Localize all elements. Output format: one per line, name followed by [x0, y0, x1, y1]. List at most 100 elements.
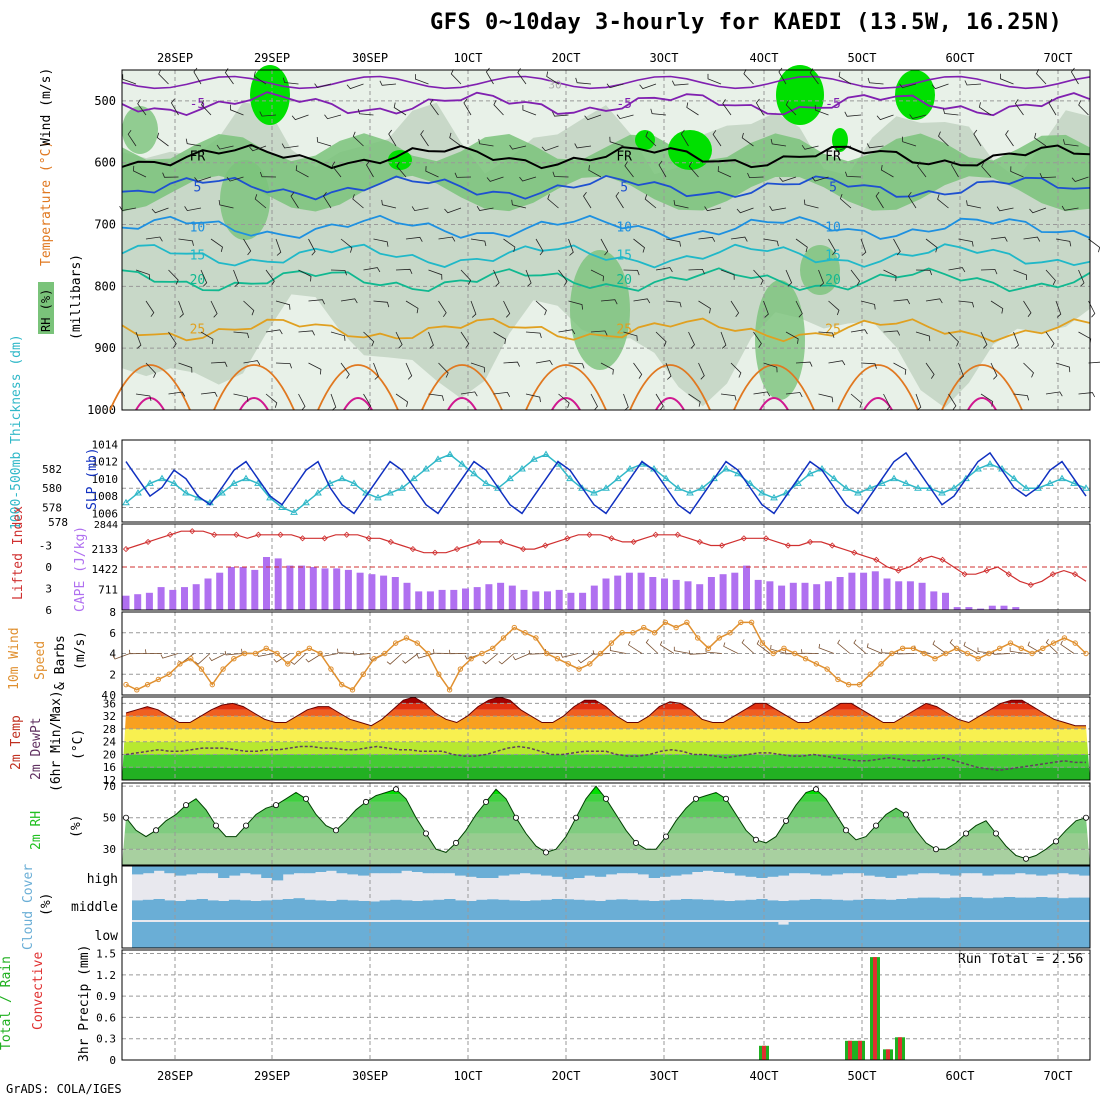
wind-speed-line-marker-85 [1040, 645, 1046, 652]
slp-tick-label: 1012 [92, 456, 119, 469]
wind-barb-144 [907, 191, 917, 209]
cape-bar-66 [895, 581, 903, 610]
cape-bar-19 [344, 569, 352, 610]
cloud-high-bar-69 [874, 866, 886, 877]
wind-barb-99 [425, 166, 439, 178]
thickness-tick-label: 580 [42, 482, 62, 495]
cape-bar-27 [438, 589, 446, 610]
wind-barb-326 [980, 393, 994, 407]
thickness-line-marker-62 [866, 484, 874, 491]
wind-barb-22 [838, 71, 852, 85]
cape-bar-55 [766, 581, 774, 610]
thickness-line-marker-0 [122, 498, 130, 506]
cloud-middle-bar-36 [519, 901, 531, 920]
rh-high-patch-3 [895, 70, 935, 120]
wind-barb-254 [590, 330, 608, 336]
cloud-low-bar-87 [1068, 922, 1080, 948]
wind-barb-41 [493, 100, 504, 116]
cape-bar-22 [380, 575, 388, 610]
wind-speed-line-marker-47 [630, 630, 636, 636]
rh-green-patch-4 [800, 245, 840, 295]
cloud-low-bar-56 [734, 922, 747, 948]
precip-axis-label: 3hr Precip (mm) [77, 945, 92, 1062]
wind-barb-106 [658, 160, 667, 178]
cloud-middle-bar-59 [767, 900, 779, 920]
wind-barb-75 [609, 136, 624, 147]
cloud-middle-bar-31 [465, 901, 477, 920]
cloud-low-bar-83 [1025, 922, 1037, 948]
cape-frame [121, 523, 1091, 611]
wind-barb-77 [680, 129, 689, 147]
wind-barb-125 [290, 191, 299, 209]
wind-barb-264 [915, 331, 931, 342]
wind-barb-201 [818, 269, 825, 287]
cloud-high-bar-75 [939, 866, 951, 875]
rh-high-patch-0 [250, 65, 290, 125]
wind-barb-84 [902, 136, 917, 147]
cloud-low-bar-61 [788, 922, 800, 948]
rh-high-patch-5 [635, 130, 655, 150]
wind-barb-28 [1036, 69, 1047, 85]
date-label-top: 28SEP [157, 51, 193, 65]
wind-barb-10m-3 [160, 653, 179, 659]
wind-barb-166 [665, 238, 681, 247]
wind-speed-line-marker-66 [835, 676, 841, 683]
cloud-high-bar-70 [885, 866, 897, 878]
cloud-low-bar-49 [659, 922, 671, 948]
wind-barb-225 [633, 298, 651, 304]
wind-barb-64 [249, 145, 267, 152]
wind-speed-line-marker-70 [878, 661, 884, 667]
isotherm-label-5: 5 [193, 180, 201, 195]
rh-high-patch-2 [776, 65, 824, 125]
lifted-index-axis-label: Lifted Index [11, 506, 26, 600]
wind-axis-label-2: Speed [33, 641, 48, 680]
wind-barb-272 [210, 361, 228, 367]
precip-convective-bar-2 [858, 1040, 862, 1060]
thickness-line-marker-9 [230, 479, 238, 486]
thickness-line-marker-37 [566, 474, 574, 482]
wind-barb-96 [331, 161, 342, 178]
cape-bar-74 [988, 605, 996, 610]
cloud-high-bar-10 [239, 866, 251, 874]
cloud-low-bar-0 [132, 922, 144, 948]
wind-barb-210 [145, 300, 155, 317]
cloud-middle-bar-8 [218, 901, 230, 920]
thickness-line-marker-65 [902, 479, 910, 486]
cloud-low-bar-25 [401, 922, 413, 948]
wind-barb-310 [460, 391, 478, 397]
thickness-line-marker-10 [242, 474, 250, 482]
date-label-top: 6OCT [946, 51, 975, 65]
wind-speed-line-marker-10 [231, 655, 237, 662]
wind-barb-168 [730, 236, 748, 242]
wind-barb-115 [951, 160, 959, 178]
lifted-index-marker-50 [674, 531, 681, 538]
wind-barb-10m-34 [659, 641, 675, 654]
cloud-low-bar-32 [476, 922, 488, 948]
wind-barb-182 [200, 269, 208, 287]
wind-barb-57 [1014, 99, 1024, 116]
wind-barb-165 [633, 238, 645, 253]
wind-barb-158 [405, 236, 423, 242]
wind-barb-161 [503, 238, 516, 252]
cloud-middle-bar-85 [1046, 897, 1059, 920]
thickness-line-marker-8 [218, 489, 226, 496]
pressure-tick-label: 500 [94, 94, 116, 108]
wind-barb-329 [1078, 392, 1096, 398]
thickness-line-marker-42 [626, 464, 634, 472]
lifted-index-marker-2 [145, 538, 152, 545]
precip-convective-bar-3 [873, 957, 877, 1060]
thickness-line-marker-57 [806, 469, 814, 477]
wind-barb-11 [485, 67, 494, 85]
cape-bar-60 [824, 581, 832, 610]
cloud-middle-bar-6 [196, 899, 208, 920]
precip-convective-bar-1 [848, 1040, 852, 1060]
thickness-line-marker-40 [602, 484, 610, 491]
cloud-row-label-low: low [95, 929, 119, 944]
thickness-line-marker-19 [350, 479, 358, 486]
cape-bar-59 [813, 584, 821, 610]
cloud-middle-bar-35 [508, 900, 520, 920]
lifted-index-marker-12 [255, 531, 262, 538]
date-label-bottom: 6OCT [946, 1069, 975, 1083]
temperature-legend-label: Temperature (°C) [39, 141, 54, 266]
rh2m-marker-24 [362, 798, 369, 805]
